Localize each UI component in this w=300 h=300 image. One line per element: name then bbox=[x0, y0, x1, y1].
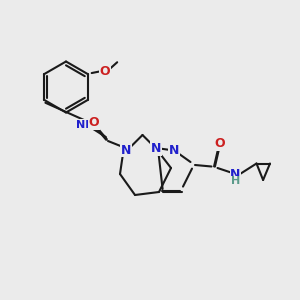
Text: N: N bbox=[121, 143, 131, 157]
Text: N: N bbox=[230, 167, 241, 181]
Text: N: N bbox=[169, 143, 179, 157]
Text: O: O bbox=[88, 116, 99, 129]
Text: H: H bbox=[231, 176, 240, 187]
Text: O: O bbox=[99, 65, 110, 78]
Text: NH: NH bbox=[76, 119, 95, 130]
Text: O: O bbox=[214, 137, 225, 150]
Text: N: N bbox=[151, 142, 161, 155]
